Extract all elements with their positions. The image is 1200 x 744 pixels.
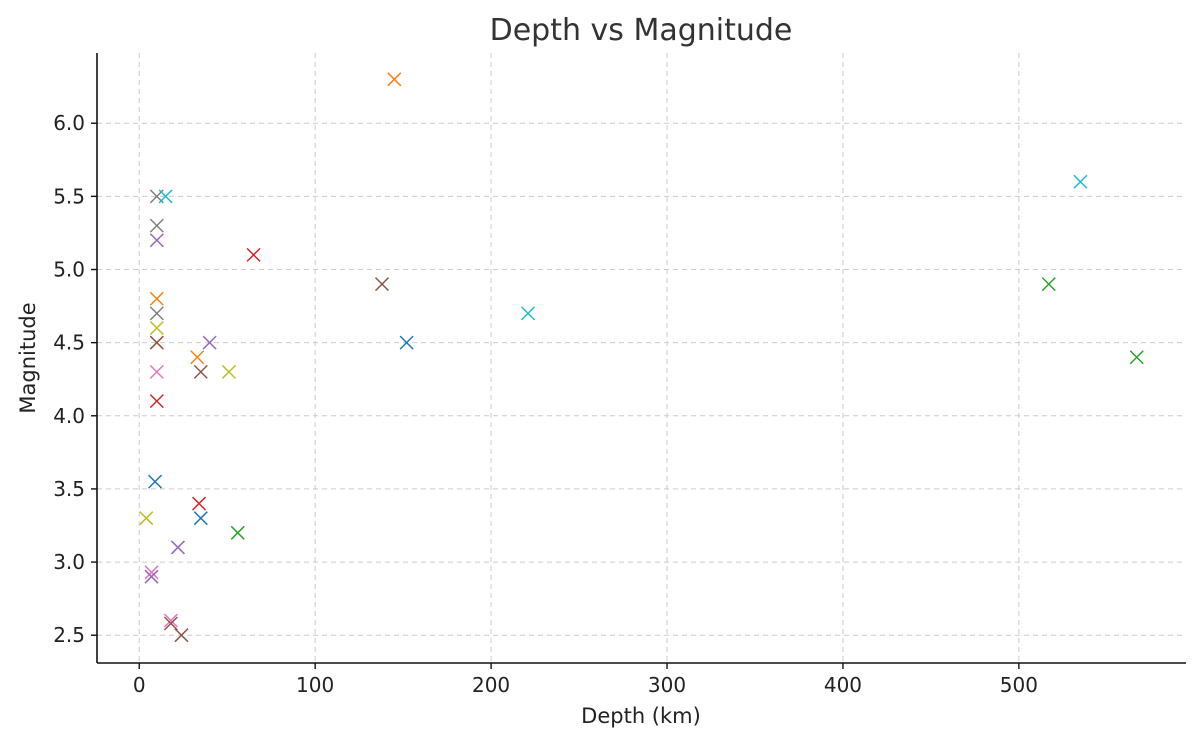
data-point	[149, 394, 164, 409]
y-tick-label: 6.0	[53, 111, 85, 135]
data-point	[144, 565, 159, 580]
y-tick-label: 5.0	[53, 257, 85, 281]
data-point	[192, 496, 207, 511]
data-point	[149, 320, 164, 336]
data-points	[139, 72, 1144, 643]
y-tick-label: 3.0	[53, 550, 85, 574]
data-point	[1073, 174, 1088, 189]
x-tick-label: 200	[472, 673, 510, 697]
x-tick-label: 100	[296, 673, 334, 697]
data-point	[148, 474, 163, 489]
data-point	[374, 277, 390, 292]
x-tick-label: 300	[648, 673, 686, 697]
data-point	[144, 569, 159, 584]
x-ticks: 0 100 200 300 400 500	[133, 663, 1038, 697]
axes	[96, 53, 1186, 664]
y-tick-label: 4.0	[53, 404, 85, 428]
data-point	[139, 511, 154, 526]
data-point	[221, 364, 236, 379]
y-axis-label: Magnitude	[16, 302, 40, 413]
data-point	[387, 72, 402, 87]
data-point	[202, 335, 217, 350]
data-point	[193, 511, 208, 526]
y-tick-label: 2.5	[53, 623, 85, 647]
data-point	[174, 628, 189, 643]
x-tick-label: 0	[133, 673, 146, 697]
data-point	[246, 247, 261, 262]
data-point	[158, 189, 173, 204]
y-tick-label: 3.5	[53, 477, 85, 501]
data-point	[149, 306, 164, 321]
data-point	[170, 540, 185, 555]
x-axis-label: Depth (km)	[581, 704, 701, 728]
data-point	[149, 291, 164, 306]
data-point	[149, 233, 164, 248]
y-tick-label: 4.5	[53, 331, 85, 355]
data-point	[230, 525, 245, 540]
data-point	[1041, 277, 1056, 292]
data-point	[520, 306, 536, 321]
x-tick-label: 500	[1000, 673, 1038, 697]
data-point	[193, 364, 208, 379]
data-point	[149, 335, 164, 350]
data-point	[149, 218, 164, 233]
chart-title: Depth vs Magnitude	[490, 13, 793, 48]
y-ticks: 2.5 3.0 3.5 4.0 4.5 5.0 5.5 6.0	[53, 111, 97, 647]
x-tick-label: 400	[824, 673, 862, 697]
data-point	[1129, 350, 1144, 365]
data-point	[190, 350, 205, 365]
grid	[97, 53, 1186, 663]
data-point	[163, 616, 178, 631]
data-point	[399, 335, 414, 350]
y-tick-label: 5.5	[53, 184, 85, 208]
data-point	[163, 613, 178, 628]
data-point	[149, 364, 164, 379]
